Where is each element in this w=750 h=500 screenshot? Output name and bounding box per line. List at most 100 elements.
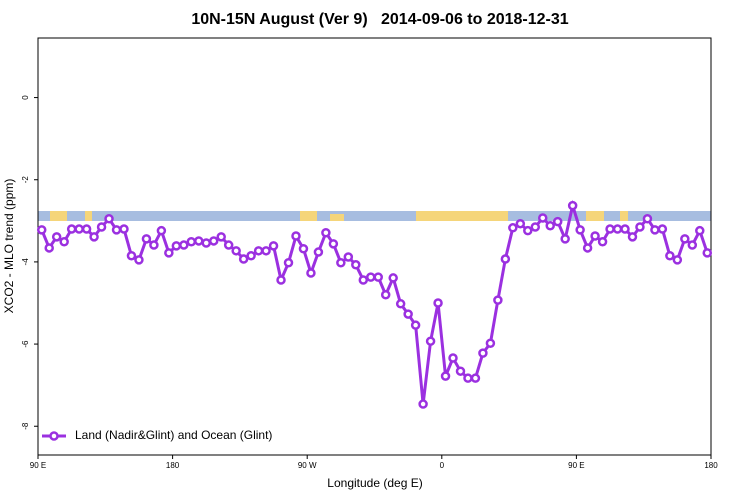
x-tick-label: 180 xyxy=(166,461,180,470)
x-tick-label: 90 E xyxy=(30,461,46,470)
y-tick-label: -2 xyxy=(21,176,30,184)
data-point xyxy=(485,338,496,349)
data-point xyxy=(657,224,668,234)
data-point xyxy=(238,254,249,264)
data-point xyxy=(104,214,114,224)
land-patch xyxy=(85,211,92,221)
data-point xyxy=(380,290,391,300)
data-point xyxy=(433,298,443,308)
data-point xyxy=(261,246,271,256)
series-line xyxy=(40,199,709,405)
data-point xyxy=(515,218,526,229)
data-point xyxy=(635,222,645,232)
data-point xyxy=(59,237,69,247)
data-point xyxy=(612,224,623,234)
x-tick-label: 0 xyxy=(440,461,445,470)
land-patch xyxy=(416,211,508,221)
data-point xyxy=(126,250,137,261)
data-point xyxy=(403,309,413,319)
data-point xyxy=(552,216,563,227)
data-point xyxy=(388,273,398,283)
data-point xyxy=(575,225,585,235)
x-tick-label: 90 W xyxy=(298,461,317,470)
data-point xyxy=(223,240,234,250)
data-point xyxy=(208,236,219,246)
data-point xyxy=(44,243,54,253)
data-point xyxy=(702,248,713,258)
data-point xyxy=(523,225,533,236)
data-point xyxy=(672,255,683,265)
data-point xyxy=(171,241,182,251)
data-point xyxy=(538,213,548,223)
data-point xyxy=(134,255,144,265)
land-patch xyxy=(330,214,344,221)
data-point xyxy=(582,243,593,253)
data-point xyxy=(343,252,354,262)
data-point xyxy=(216,232,226,242)
data-point xyxy=(508,223,518,233)
data-point xyxy=(111,225,122,235)
data-point xyxy=(276,275,286,285)
data-point xyxy=(627,232,638,242)
data-point xyxy=(455,366,466,376)
y-tick-label: 0 xyxy=(21,95,30,100)
data-point xyxy=(500,254,511,264)
legend-marker xyxy=(49,431,59,441)
land-patch xyxy=(620,211,628,221)
data-point xyxy=(164,248,174,258)
data-point xyxy=(298,244,309,254)
data-point xyxy=(530,222,541,232)
data-point xyxy=(642,214,653,224)
data-point xyxy=(149,240,159,250)
data-point xyxy=(470,373,481,383)
data-point xyxy=(89,232,99,242)
data-point xyxy=(119,224,129,234)
y-tick-label: -8 xyxy=(21,422,30,430)
data-point xyxy=(410,320,421,330)
data-point xyxy=(680,234,690,244)
data-point xyxy=(51,232,62,242)
data-point xyxy=(246,250,256,261)
data-point xyxy=(74,224,84,234)
data-point xyxy=(425,336,436,346)
data-point xyxy=(156,225,167,236)
data-point xyxy=(36,225,47,235)
data-point xyxy=(620,224,630,234)
data-point xyxy=(463,373,473,383)
data-point xyxy=(366,272,376,282)
data-point xyxy=(605,224,615,234)
data-point xyxy=(336,257,346,268)
land-patch xyxy=(586,211,604,221)
data-point xyxy=(440,371,451,381)
land-patch xyxy=(300,211,317,221)
data-point xyxy=(283,257,294,268)
data-point xyxy=(81,224,92,234)
legend-label: Land (Nadir&Glint) and Ocean (Glint) xyxy=(75,428,272,442)
data-point xyxy=(665,250,675,261)
land-patch xyxy=(50,211,67,221)
data-point xyxy=(96,222,107,232)
data-point xyxy=(306,268,316,278)
data-point xyxy=(650,225,660,235)
data-point xyxy=(313,247,324,257)
data-point xyxy=(268,241,279,251)
data-point xyxy=(448,353,458,363)
data-point xyxy=(253,246,264,256)
land-ocean-band xyxy=(38,211,711,221)
data-point xyxy=(201,238,211,248)
x-tick-label: 90 E xyxy=(568,461,584,470)
data-point xyxy=(695,225,705,236)
data-point xyxy=(321,227,331,238)
data-point xyxy=(687,240,698,250)
data-point xyxy=(194,236,204,246)
data-point xyxy=(373,272,383,282)
data-point xyxy=(560,234,570,244)
y-tick-label: -6 xyxy=(21,340,30,348)
data-point xyxy=(231,246,241,256)
x-axis-label: Longitude (deg E) xyxy=(327,476,422,490)
data-point xyxy=(493,295,503,305)
y-axis-label: XCO2 - MLO trend (ppm) xyxy=(2,179,16,314)
data-point xyxy=(545,221,555,231)
data-point xyxy=(291,231,301,241)
